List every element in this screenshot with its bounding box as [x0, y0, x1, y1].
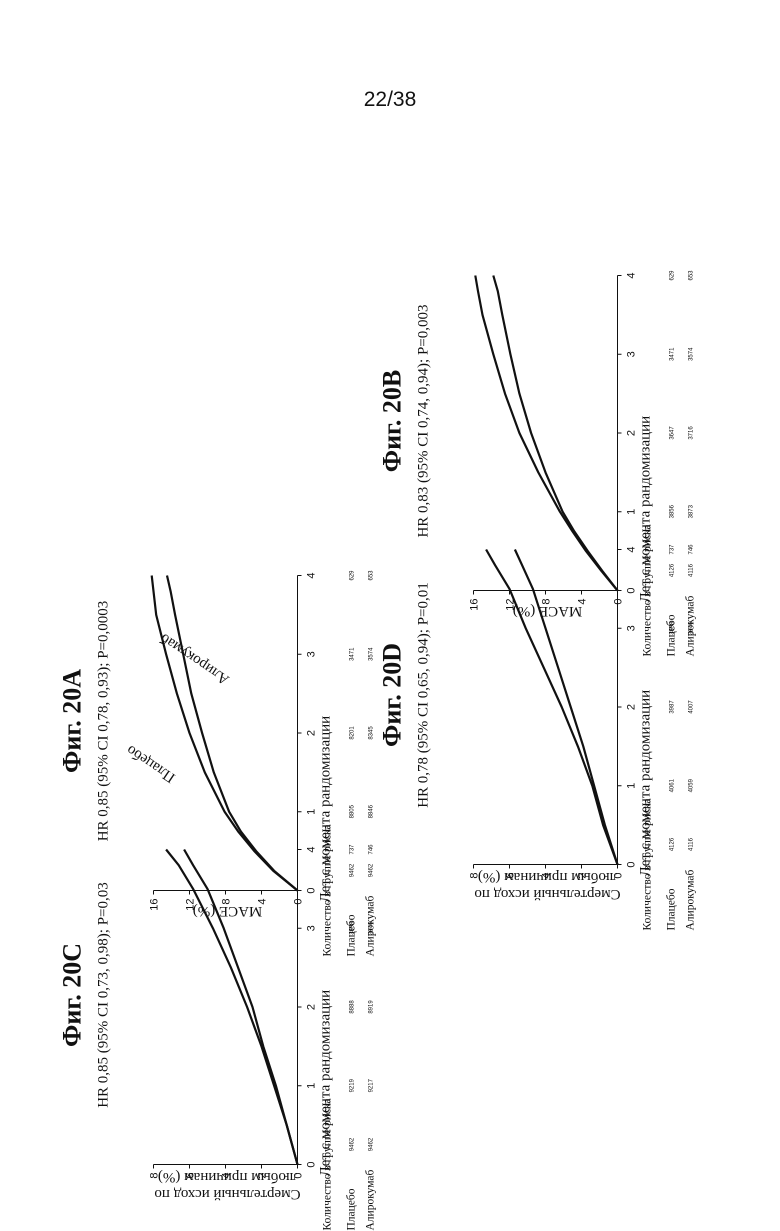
y-tick-label: 0 [293, 1173, 305, 1179]
risk-table-header: Количество в группе риска [642, 798, 654, 930]
risk-table-value: 3946 [689, 622, 695, 635]
y-tick-label: 8 [469, 873, 481, 879]
risk-table-value: 3987 [670, 700, 676, 713]
series-line-alirocumab [184, 850, 297, 1165]
risk-table-value: 3946 [369, 922, 375, 935]
series-line-placebo [166, 850, 297, 1165]
y-tick-label: 8 [149, 1173, 161, 1179]
risk-table-row-label: Алирокумаб [365, 1170, 377, 1231]
figure-20c: Фиг. 20CHR 0,85 (95% CI 0,73, 0,98); P=0… [58, 788, 388, 1203]
risk-table-value: 9462 [350, 1138, 356, 1151]
x-tick-label: 1 [626, 783, 638, 789]
risk-table-row-label: Алирокумаб [685, 870, 697, 931]
y-tick-label: 6 [185, 1173, 197, 1179]
risk-table-value: 9462 [369, 1138, 375, 1151]
x-tick-label: 4 [306, 572, 318, 578]
risk-table-value: 3716 [689, 426, 695, 439]
risk-table-value: 4007 [689, 700, 695, 713]
risk-table-value: 9219 [350, 1079, 356, 1092]
risk-table-value: 4116 [689, 838, 695, 851]
risk-table-value: 653 [689, 270, 695, 280]
risk-table-header: Количество в группе риска [322, 1098, 334, 1230]
risk-table-value: 737 [670, 544, 676, 554]
x-tick-label: 3 [626, 351, 638, 357]
risk-table-value: 629 [350, 570, 356, 580]
risk-table-value: 4126 [670, 838, 676, 851]
risk-table-value: 3898 [670, 622, 676, 635]
risk-table-value: 3471 [350, 648, 356, 661]
x-tick-label: 2 [626, 704, 638, 710]
x-tick-label: 4 [306, 846, 318, 852]
risk-table-value: 746 [689, 544, 695, 554]
x-tick-label: 1 [306, 1083, 318, 1089]
series-line-alirocumab [515, 550, 618, 865]
risk-table-value: 629 [670, 270, 676, 280]
plot-area: 0 2 4 6 8 0 1 2 3 4 [378, 488, 708, 903]
risk-table-value: 3647 [670, 426, 676, 439]
risk-table-row-label: Плацебо [666, 888, 678, 930]
x-tick-label: 3 [626, 625, 638, 631]
y-tick-label: 2 [257, 1173, 269, 1179]
y-tick-label: 0 [613, 873, 625, 879]
page-number: 22/38 [0, 88, 780, 112]
risk-table-value: 737 [350, 844, 356, 854]
risk-table-value: 3574 [369, 648, 375, 661]
x-tick-label: 2 [626, 430, 638, 436]
risk-table-value: 8345 [369, 726, 375, 739]
y-tick-label: 2 [577, 873, 589, 879]
plot-area: 0 2 4 6 8 0 1 2 3 4 [58, 788, 388, 1203]
x-tick-label: 2 [306, 1004, 318, 1010]
y-tick-label: 6 [505, 873, 517, 879]
risk-table-value: 8888 [350, 1000, 356, 1013]
risk-table-value: 9217 [369, 1079, 375, 1092]
x-tick-label: 4 [626, 272, 638, 278]
figure-20d: Фиг. 20DHR 0,78 (95% CI 0,65, 0,94); P=0… [378, 488, 708, 903]
series-line-placebo [486, 550, 617, 865]
x-tick-label: 4 [626, 546, 638, 552]
risk-table-value: 4061 [670, 779, 676, 792]
risk-table-value: 4059 [689, 779, 695, 792]
y-tick-label: 4 [221, 1173, 233, 1179]
risk-table-value: 3574 [689, 348, 695, 361]
y-tick-label: 4 [541, 873, 553, 879]
x-tick-label: 0 [306, 1161, 318, 1167]
risk-table-value: 3898 [350, 922, 356, 935]
x-tick-label: 2 [306, 730, 318, 736]
x-tick-label: 3 [306, 651, 318, 657]
risk-table-value: 8919 [369, 1000, 375, 1013]
risk-table-row-label: Плацебо [346, 1188, 358, 1230]
risk-table-value: 653 [369, 570, 375, 580]
x-tick-label: 0 [626, 861, 638, 867]
risk-table-value: 746 [369, 844, 375, 854]
risk-table-value: 3471 [670, 348, 676, 361]
x-tick-label: 3 [306, 925, 318, 931]
risk-table-value: 8201 [350, 726, 356, 739]
